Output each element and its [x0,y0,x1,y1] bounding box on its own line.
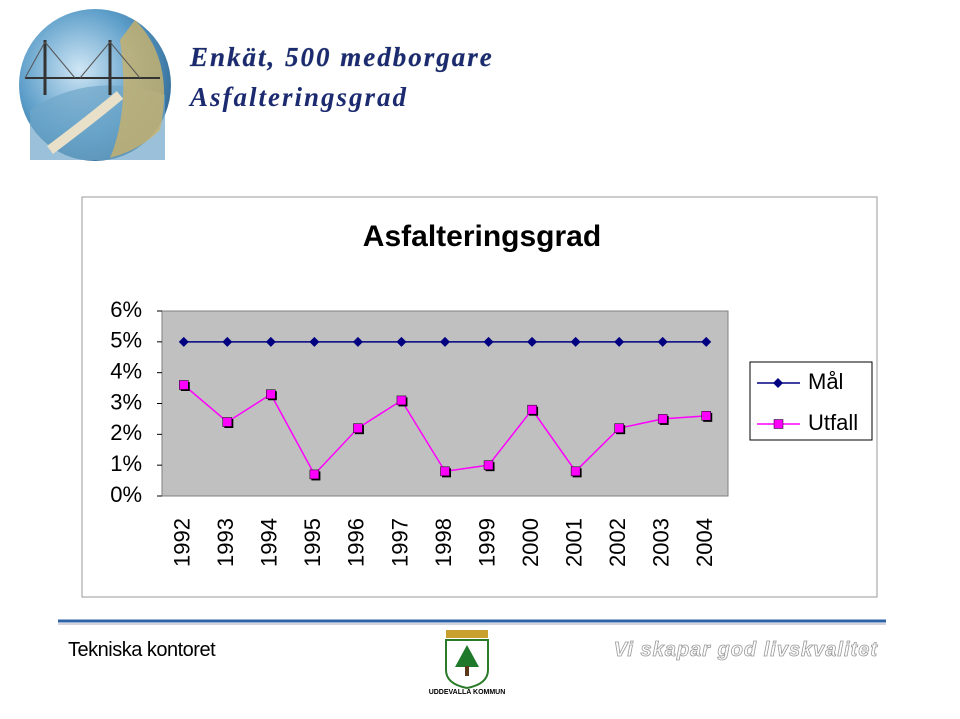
marker [701,336,712,347]
footer-left: Tekniska kontoret [68,639,216,661]
legend-label: Utfall [808,410,858,435]
y-tick-label: 2% [110,420,142,445]
x-tick-label: 1992 [170,518,195,567]
marker [309,336,320,347]
y-tick-label: 4% [110,358,142,383]
marker [396,336,407,347]
chart-title: Asfalteringsgrad [363,220,601,253]
marker [701,411,711,421]
footer-right: Vi skapar god livskvalitet [614,639,879,661]
x-tick-label: 1994 [257,518,282,567]
logo-text: UDDEVALLA KOMMUN [429,689,506,696]
legend [749,361,873,441]
marker [222,336,233,347]
marker [657,414,668,424]
x-tick-label: 1997 [387,518,412,567]
marker [614,423,624,433]
marker [353,423,363,433]
marker [527,404,537,415]
marker [178,336,189,347]
y-tick-label: 0% [110,482,142,507]
x-tick-label: 2000 [518,518,543,567]
marker [527,336,538,347]
header-title: Enkät, 500 medborgare [189,42,494,72]
x-tick-label: 1996 [344,518,369,567]
x-tick-label: 1995 [300,518,325,567]
y-tick-label: 5% [110,328,142,353]
marker [222,417,233,427]
marker [396,395,407,406]
marker [614,336,625,347]
x-tick-label: 1998 [431,518,456,567]
legend-marker [773,419,784,429]
legend-label: Mål [808,369,843,394]
marker [309,469,320,480]
marker [570,336,581,347]
x-tick-label: 2004 [692,518,717,567]
y-tick-label: 6% [110,297,142,322]
marker [440,466,450,477]
legend-marker [773,378,783,388]
marker [266,389,276,399]
marker [440,336,450,347]
y-tick-label: 3% [110,389,142,414]
marker [570,466,581,477]
marker [483,460,494,470]
x-tick-label: 1999 [474,518,499,567]
coat-of-arms [445,630,489,690]
marker [657,336,668,347]
x-tick-label: 2001 [561,518,586,567]
x-tick-label: 1993 [213,518,238,567]
logo-picture [19,9,171,161]
marker [352,336,363,347]
x-tick-label: 2003 [649,518,674,567]
marker [483,336,494,347]
header-subtitle: Asfalteringsgrad [188,82,408,112]
marker [265,336,276,347]
y-tick-label: 1% [110,451,142,476]
x-tick-label: 2002 [605,518,630,567]
marker [179,380,189,390]
